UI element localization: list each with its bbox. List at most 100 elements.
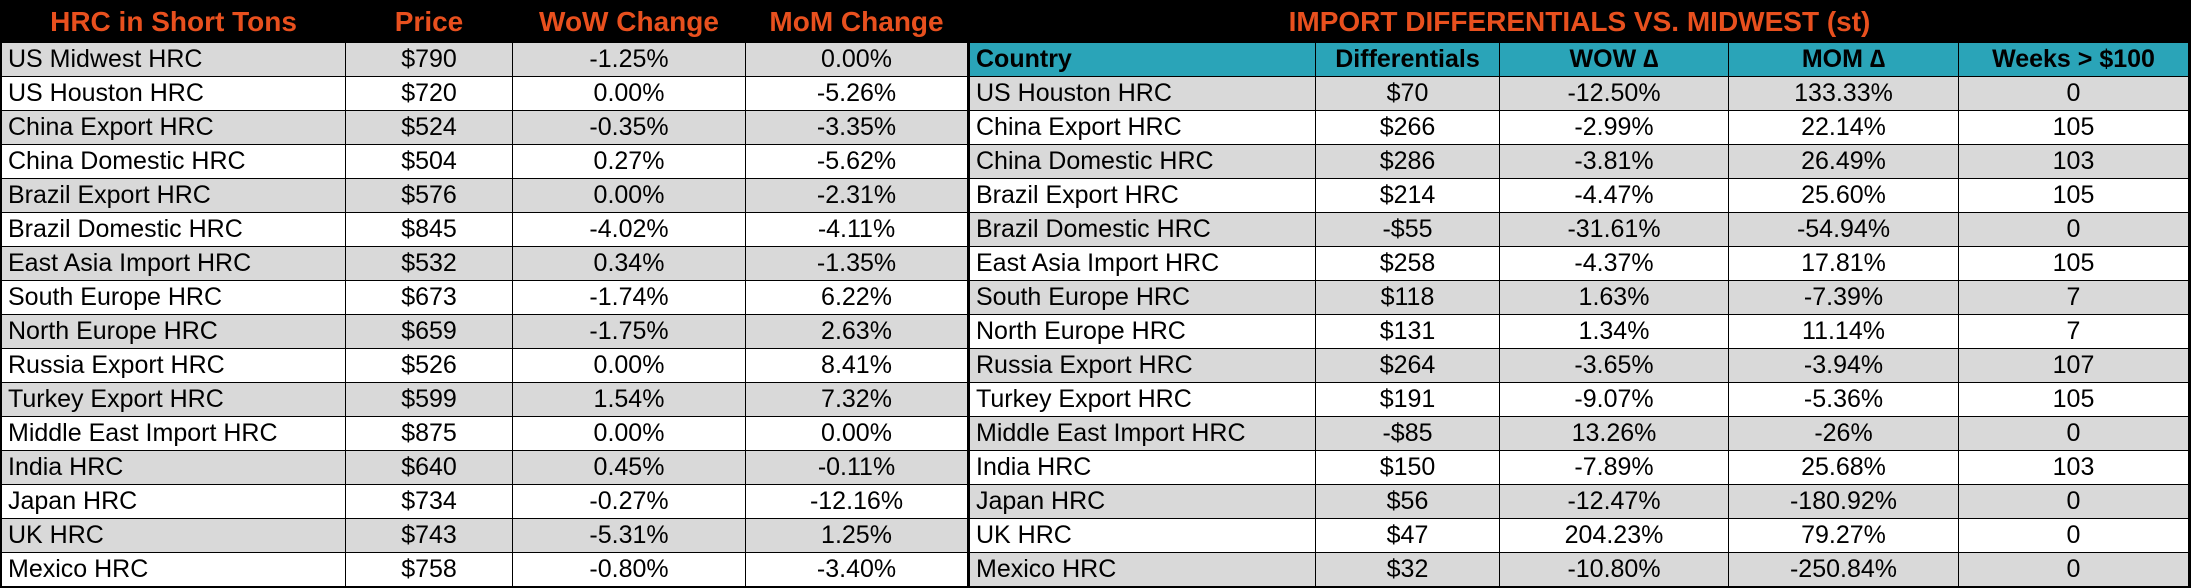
left-table-cell: 1.25% [746,519,967,552]
left-table-cell: $743 [346,519,512,552]
right-header-0: Country [970,43,1315,76]
left-table-cell: 1.54% [513,383,745,416]
right-table-cell: 0 [1959,485,2188,518]
right-table-cell: -5.36% [1729,383,1958,416]
left-table-cell: -5.62% [746,145,967,178]
left-table-cell: -1.74% [513,281,745,314]
right-row-label: China Domestic HRC [970,145,1315,178]
right-row-label: Brazil Export HRC [970,179,1315,212]
right-table-cell: $264 [1316,349,1499,382]
right-table-cell: -3.81% [1500,145,1728,178]
left-row-label: US Houston HRC [2,77,345,110]
left-table-cell: $758 [346,553,512,586]
left-row-label: China Domestic HRC [2,145,345,178]
left-row-label: Russia Export HRC [2,349,345,382]
left-row-label: Turkey Export HRC [2,383,345,416]
right-table-cell: 0 [1959,553,2188,586]
right-header-4: Weeks > $100 [1959,43,2188,76]
left-table-cell: -3.35% [746,111,967,144]
right-table-cell: -54.94% [1729,213,1958,246]
right-table-cell: 204.23% [1500,519,1728,552]
left-header-0: HRC in Short Tons [50,6,297,37]
left-table-cell: -3.40% [746,553,967,586]
right-table-cell: -250.84% [1729,553,1958,586]
right-table-title: IMPORT DIFFERENTIALS VS. MIDWEST (st) [1288,6,1871,37]
right-table-cell: $56 [1316,485,1499,518]
left-table-cell: 7.32% [746,383,967,416]
left-table-cell: -0.35% [513,111,745,144]
right-row-label: East Asia Import HRC [970,247,1315,280]
left-row-label: Brazil Domestic HRC [2,213,345,246]
left-table-cell: $576 [346,179,512,212]
right-table-cell: -4.47% [1500,179,1728,212]
left-table-cell: $845 [346,213,512,246]
left-table-cell: $673 [346,281,512,314]
left-table-cell: $504 [346,145,512,178]
right-table-cell: 107 [1959,349,2188,382]
right-table-cell: 103 [1959,451,2188,484]
right-table-cell: $131 [1316,315,1499,348]
left-header-1: Price [394,6,464,37]
right-table-cell: 79.27% [1729,519,1958,552]
left-table-cell: $659 [346,315,512,348]
left-table-cell: 0.27% [513,145,745,178]
left-table-cell: $532 [346,247,512,280]
left-table-cell: 0.34% [513,247,745,280]
right-row-label: Middle East Import HRC [970,417,1315,450]
left-table-cell: $875 [346,417,512,450]
right-table-cell: 105 [1959,247,2188,280]
left-table-cell: 0.00% [513,349,745,382]
right-table-cell: 1.63% [1500,281,1728,314]
right-table-cell: -12.50% [1500,77,1728,110]
right-table-cell: $150 [1316,451,1499,484]
right-table-cell: 11.14% [1729,315,1958,348]
right-table-cell: 0 [1959,213,2188,246]
left-row-label: East Asia Import HRC [2,247,345,280]
right-table-cell: 1.34% [1500,315,1728,348]
right-table-cell: -$55 [1316,213,1499,246]
right-table-cell: 105 [1959,383,2188,416]
left-row-label: Mexico HRC [2,553,345,586]
right-row-label: Japan HRC [970,485,1315,518]
right-row-label: Mexico HRC [970,553,1315,586]
left-table-cell: $790 [346,43,512,76]
left-row-label: Middle East Import HRC [2,417,345,450]
right-header-2: WOW ∆ [1500,43,1728,76]
right-row-label: India HRC [970,451,1315,484]
right-row-label: US Houston HRC [970,77,1315,110]
left-table-cell: -5.31% [513,519,745,552]
right-table-cell: 0 [1959,77,2188,110]
left-table-cell: $734 [346,485,512,518]
left-table-cell: $640 [346,451,512,484]
left-row-label: US Midwest HRC [2,43,345,76]
right-row-label: Brazil Domestic HRC [970,213,1315,246]
right-header-1: Differentials [1316,43,1499,76]
right-table-cell: -$85 [1316,417,1499,450]
right-table-cell: -180.92% [1729,485,1958,518]
right-table-cell: $266 [1316,111,1499,144]
left-table-cell: -5.26% [746,77,967,110]
right-table-cell: 0 [1959,417,2188,450]
left-table-cell: $599 [346,383,512,416]
left-table-cell: -2.31% [746,179,967,212]
left-header-3: MoM Change [769,6,944,37]
left-table-cell: -12.16% [746,485,967,518]
right-table-cell: -31.61% [1500,213,1728,246]
right-table-cell: -9.07% [1500,383,1728,416]
right-table-cell: 13.26% [1500,417,1728,450]
right-table-cell: 25.60% [1729,179,1958,212]
right-table-cell: 17.81% [1729,247,1958,280]
right-table-cell: -3.94% [1729,349,1958,382]
left-table-cell: -1.35% [746,247,967,280]
right-row-label: South Europe HRC [970,281,1315,314]
right-table-cell: 25.68% [1729,451,1958,484]
left-row-label: UK HRC [2,519,345,552]
right-table-cell: 7 [1959,281,2188,314]
left-table-cell: -4.11% [746,213,967,246]
right-table-cell: 103 [1959,145,2188,178]
right-row-label: Turkey Export HRC [970,383,1315,416]
right-row-label: China Export HRC [970,111,1315,144]
right-table-cell: $286 [1316,145,1499,178]
left-table-cell: -0.11% [746,451,967,484]
